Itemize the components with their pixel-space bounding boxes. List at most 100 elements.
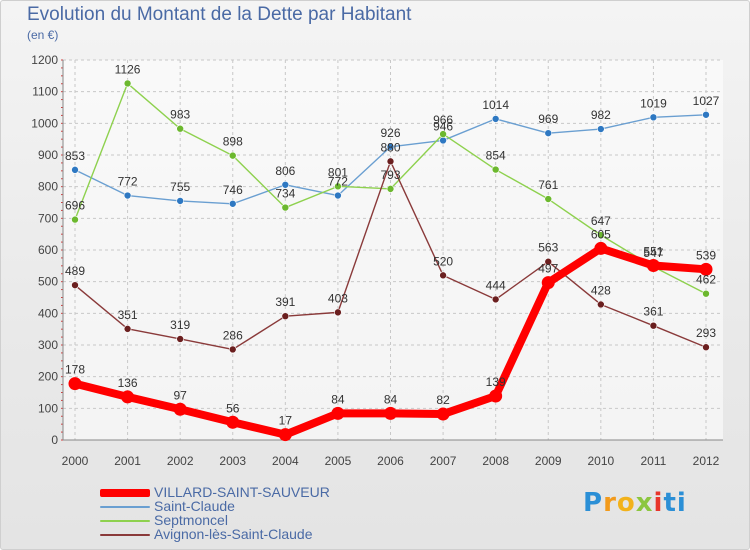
x-tick-label: 2006 [377,454,404,468]
x-tick-label: 2002 [167,454,194,468]
data-label-avignon-l-s-saint-claude: 361 [643,305,663,319]
data-point-villard-saint-sauveur [699,262,713,276]
data-point-septmoncel [71,215,79,224]
data-label-villard-saint-sauveur: 17 [279,414,293,428]
data-point-villard-saint-sauveur [646,259,660,273]
data-label-septmoncel: 547 [643,246,663,260]
data-label-septmoncel: 854 [486,149,506,163]
data-label-villard-saint-sauveur: 136 [118,376,138,390]
data-point-saint-claude [123,191,132,200]
data-label-saint-claude: 1014 [482,98,509,112]
data-point-saint-claude [544,129,553,137]
legend-label: Saint-Claude [154,498,235,514]
data-label-villard-saint-sauveur: 551 [643,245,663,259]
x-tick-label: 2005 [325,454,352,468]
logo-letter: r [603,488,617,518]
y-tick-label: 0 [51,433,58,447]
data-point-avignon-l-s-saint-claude [649,321,658,330]
chart-title: Evolution du Montant de la Dette par Hab… [27,4,412,25]
data-point-villard-saint-sauveur [489,389,503,403]
data-label-avignon-l-s-saint-claude: 293 [696,326,716,340]
data-point-villard-saint-sauveur [541,276,555,290]
data-point-saint-claude [439,136,447,145]
x-tick-label: 2001 [114,454,141,468]
data-label-saint-claude: 806 [275,164,295,178]
data-point-avignon-l-s-saint-claude [176,335,184,343]
data-label-villard-saint-sauveur: 82 [436,393,450,407]
x-tick-label: 2003 [219,454,246,468]
data-point-septmoncel [176,124,184,133]
logo-letter: i [653,488,664,518]
data-label-avignon-l-s-saint-claude: 351 [118,308,138,322]
data-label-septmoncel: 966 [433,113,453,127]
chart-legend: VILLARD-SAINT-SAUVEUR Saint-Claude Septm… [100,484,420,542]
data-label-septmoncel: 801 [328,165,348,179]
x-tick-label: 2010 [587,454,614,468]
logo-letter: x [635,488,654,518]
data-point-septmoncel [123,79,132,88]
data-label-villard-saint-sauveur: 97 [173,388,187,402]
data-point-saint-claude [334,191,342,200]
data-label-septmoncel: 696 [65,199,85,213]
y-tick-label: 1000 [31,116,58,130]
data-point-septmoncel [491,165,500,174]
legend-item-avignon: Avignon-lès-Saint-Claude [100,526,420,542]
data-label-villard-saint-sauveur: 539 [696,248,716,262]
data-point-avignon-l-s-saint-claude [281,312,290,320]
data-point-villard-saint-sauveur [278,428,292,442]
x-tick-label: 2009 [535,454,562,468]
data-point-avignon-l-s-saint-claude [491,295,500,304]
data-label-avignon-l-s-saint-claude: 563 [538,241,558,255]
data-point-saint-claude [649,113,658,122]
data-label-septmoncel: 793 [380,168,400,182]
data-label-avignon-l-s-saint-claude: 428 [591,283,611,297]
data-point-avignon-l-s-saint-claude [71,281,79,289]
legend-item-saint-claude: Saint-Claude [100,498,420,514]
data-point-septmoncel [544,195,553,203]
data-label-villard-saint-sauveur: 497 [538,262,558,276]
y-tick-label: 300 [38,338,58,352]
data-label-avignon-l-s-saint-claude: 391 [275,295,295,309]
data-label-villard-saint-sauveur: 178 [65,363,85,377]
data-label-septmoncel: 898 [223,135,243,149]
y-tick-label: 500 [38,275,58,289]
data-label-avignon-l-s-saint-claude: 286 [223,328,243,342]
legend-item-villard: VILLARD-SAINT-SAUVEUR [100,484,420,500]
data-point-avignon-l-s-saint-claude [228,345,237,354]
data-label-saint-claude: 1027 [693,94,720,108]
x-tick-label: 2008 [482,454,509,468]
data-label-saint-claude: 946 [433,119,453,133]
data-label-villard-saint-sauveur: 84 [331,392,345,406]
y-tick-label: 1200 [31,53,58,67]
data-label-septmoncel: 1126 [115,62,141,76]
legend-swatch [100,506,150,508]
y-tick-label: 400 [38,306,58,320]
data-label-avignon-l-s-saint-claude: 444 [486,278,506,292]
y-tick-label: 600 [38,243,58,257]
data-point-septmoncel [597,231,605,239]
logo-letter: P [583,488,604,518]
data-label-avignon-l-s-saint-claude: 880 [380,140,400,154]
data-label-avignon-l-s-saint-claude: 403 [328,291,348,305]
data-point-villard-saint-sauveur [436,407,450,421]
data-label-septmoncel: 734 [275,187,295,201]
data-point-avignon-l-s-saint-claude [386,157,395,166]
data-label-villard-saint-sauveur: 139 [486,375,506,389]
y-tick-label: 700 [38,211,58,225]
data-point-septmoncel [334,182,342,191]
data-point-villard-saint-sauveur [121,390,135,404]
data-label-septmoncel: 462 [696,273,716,287]
data-point-villard-saint-sauveur [331,406,345,420]
x-tick-label: 2007 [430,454,457,468]
data-point-septmoncel [228,151,237,160]
data-label-septmoncel: 647 [591,214,611,228]
data-label-saint-claude: 746 [223,183,243,197]
y-tick-label: 200 [38,370,58,384]
data-label-avignon-l-s-saint-claude: 520 [433,254,453,268]
data-label-saint-claude: 969 [538,112,558,126]
data-label-saint-claude: 982 [591,108,611,122]
legend-swatch [100,534,150,536]
data-point-saint-claude [71,166,79,174]
data-label-villard-saint-sauveur: 84 [384,392,398,406]
